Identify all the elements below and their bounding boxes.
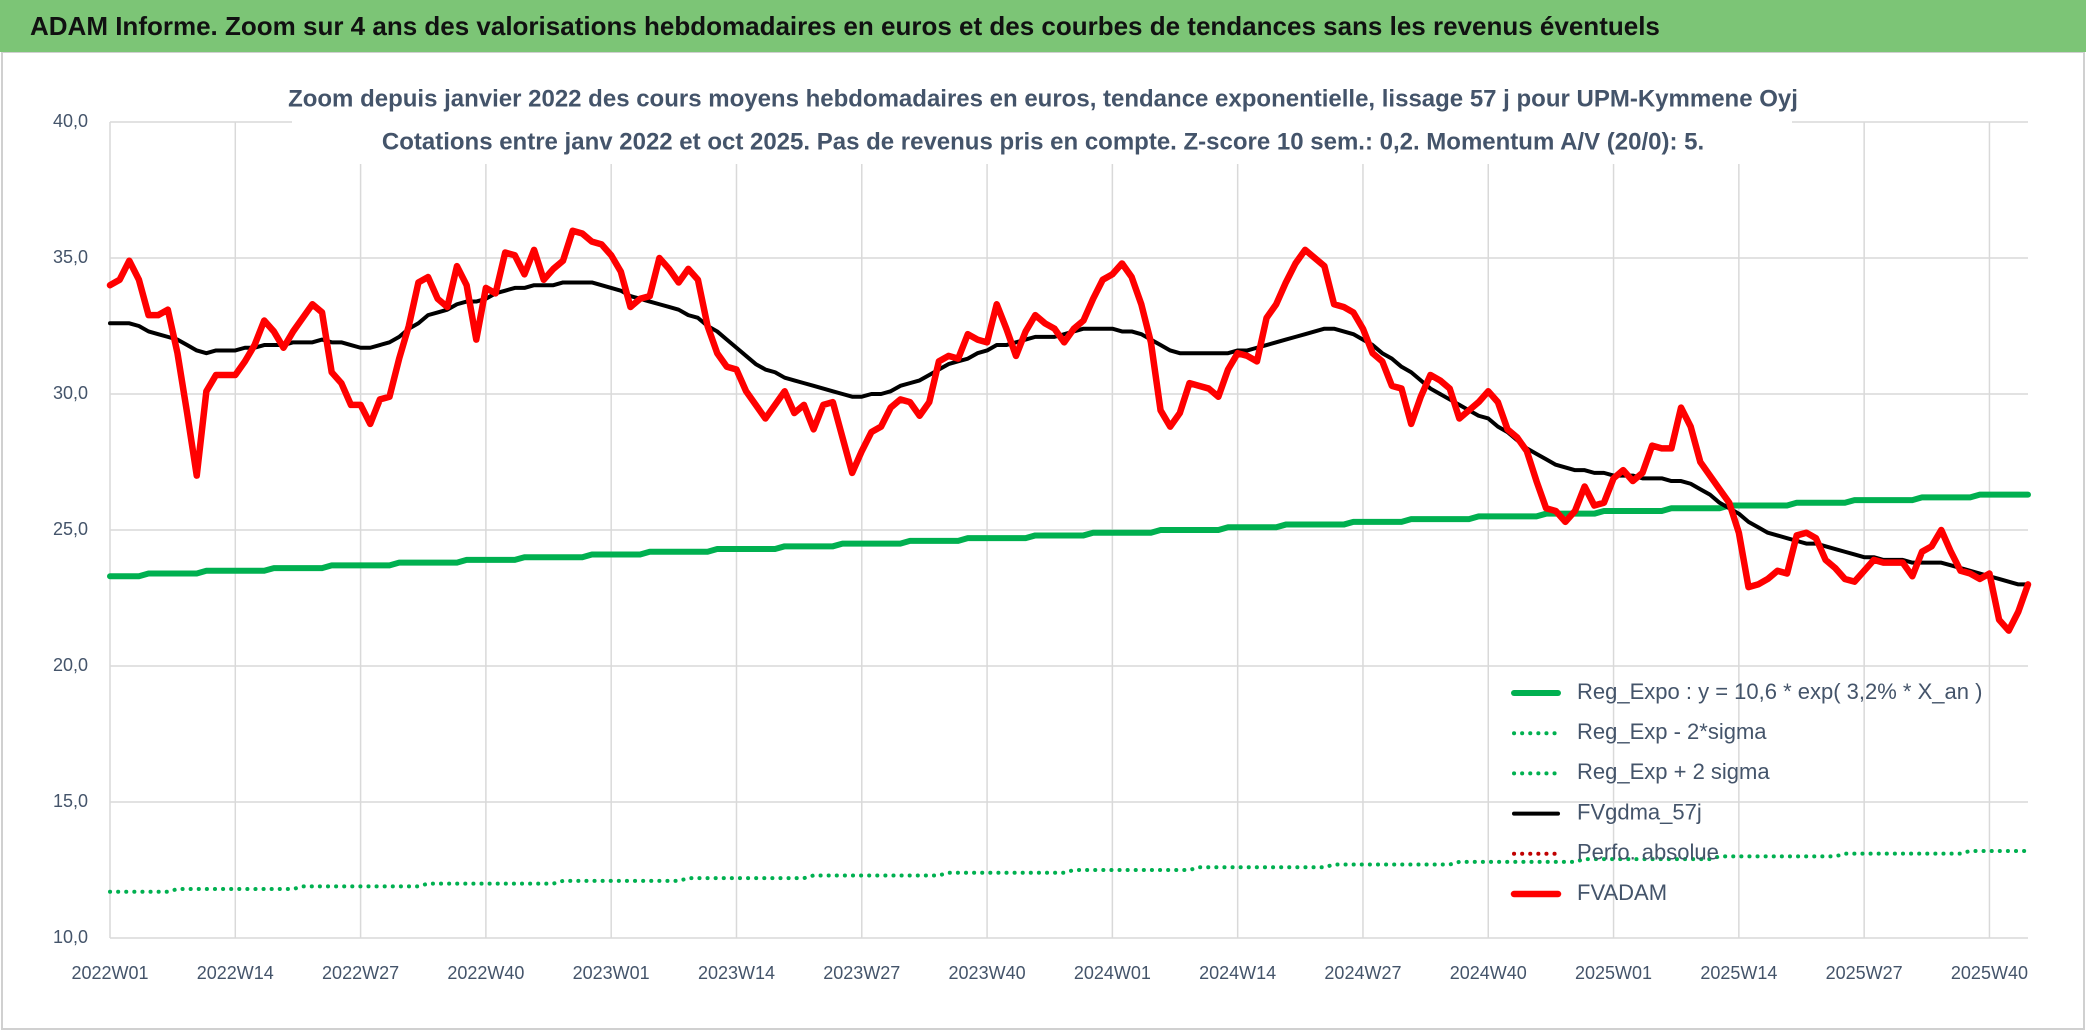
subtitle: Zoom depuis janvier 2022 des cours moyen… [288,85,1798,112]
x-tick-label: 2024W40 [1450,963,1527,983]
legend-label: FVgdma_57j [1577,799,1702,824]
x-tick-label: 2022W40 [447,963,524,983]
x-tick-label: 2024W27 [1324,963,1401,983]
y-tick-label: 15,0 [53,791,88,811]
x-tick-label: 2023W40 [949,963,1026,983]
subtitle-background [292,80,1792,164]
grid: 10,0 15,0 20,0 25,0 30,0 35,0 40,0 2022W01 2022W… [53,111,2028,983]
y-tick-label: 40,0 [53,111,88,131]
x-tick-label: 2022W14 [197,963,274,983]
plot-lines [106,227,2032,894]
x-tick-label: 2024W14 [1199,963,1276,983]
x-tick-label: 2022W01 [71,963,148,983]
legend-label: Reg_Exp - 2*sigma [1577,719,1767,744]
subtitle: Cotations entre janv 2022 et oct 2025. P… [382,128,1704,155]
chart-title: ADAM Informe. Zoom sur 4 ans des valoris… [30,11,1660,41]
x-tick-label: 2024W01 [1074,963,1151,983]
x-tick-label: 2025W40 [1951,963,2028,983]
y-tick-label: 20,0 [53,655,88,675]
series-line [107,491,2031,580]
legend: Reg_Expo : y = 10,6 * exp( 3,2% * X_an )… [1510,679,1982,905]
x-tick-label: 2023W27 [823,963,900,983]
x-tick-label: 2023W01 [573,963,650,983]
x-tick-label: 2023W14 [698,963,775,983]
legend-label: FVADAM [1577,880,1667,905]
y-tick-label: 35,0 [53,247,88,267]
x-tick-label: 2022W27 [322,963,399,983]
x-tick-label: 2025W27 [1826,963,1903,983]
chart-frame [1,51,2085,1030]
y-tick-label: 10,0 [53,927,88,947]
y-tick-label: 25,0 [53,519,88,539]
title-banner [0,0,2086,52]
x-tick-label: 2025W14 [1700,963,1777,983]
legend-label: Reg_Expo : y = 10,6 * exp( 3,2% * X_an ) [1577,679,1982,704]
legend-label: Perfo. absolue [1577,840,1719,865]
series-line [108,848,2030,894]
y-tick-label: 30,0 [53,383,88,403]
series-line [106,227,2032,634]
x-tick-label: 2025W01 [1575,963,1652,983]
legend-label: Reg_Exp + 2 sigma [1577,759,1770,784]
